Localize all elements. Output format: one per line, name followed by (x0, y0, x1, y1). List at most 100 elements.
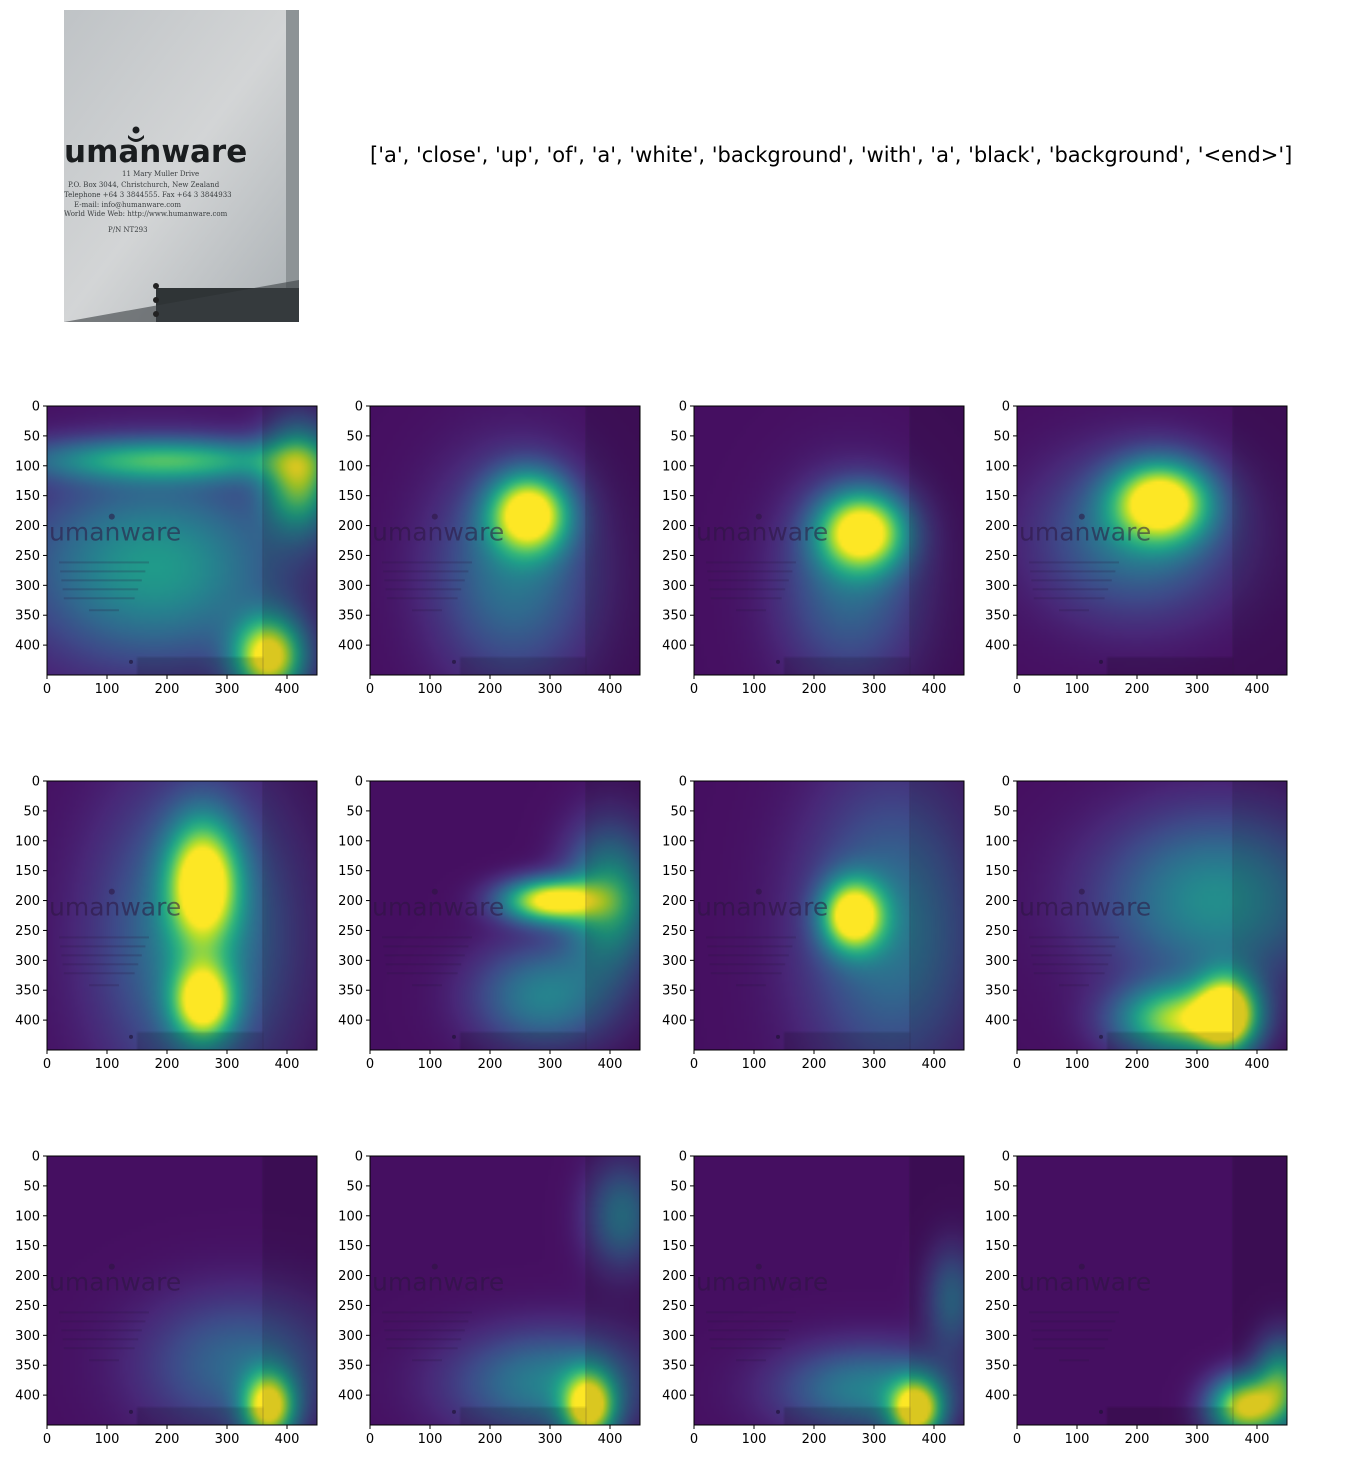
y-tick-label: 250 (338, 1299, 363, 1314)
y-tick-label: 150 (985, 489, 1010, 504)
background-text-line (412, 984, 442, 987)
background-text-line (710, 597, 782, 600)
x-tick-label: 100 (95, 1057, 120, 1072)
attention-heatmap-image (47, 1156, 317, 1425)
y-tick-label: 300 (662, 1329, 687, 1344)
background-logo-text: umanware (1019, 1268, 1151, 1297)
background-text-line (708, 1329, 789, 1332)
y-tick-label: 400 (15, 1389, 40, 1404)
background-logo-text: umanware (49, 518, 181, 547)
background-logo-text: umanware (696, 893, 828, 922)
x-tick-label: 100 (95, 1432, 120, 1447)
axes-frame (693, 780, 965, 1051)
background-text-line (710, 972, 782, 975)
y-tick-label: 100 (662, 459, 687, 474)
binding-hole (1099, 659, 1103, 664)
background-logo-mark (431, 1263, 438, 1270)
x-tick-label: 300 (215, 1432, 240, 1447)
y-tick-label: 0 (679, 1150, 687, 1165)
x-tick-label: 100 (1065, 682, 1090, 697)
y-tick-label: 300 (15, 954, 40, 969)
axes-frame (369, 780, 641, 1051)
y-tick-label: 300 (338, 954, 363, 969)
axes-frame (693, 1155, 965, 1426)
y-tick-label: 200 (662, 1269, 687, 1284)
background-logo-mark (1078, 888, 1085, 895)
binding-hole (153, 297, 159, 303)
attention-heatmap-image (694, 406, 964, 675)
y-tick-label: 400 (662, 1014, 687, 1029)
background-text-line (62, 963, 139, 966)
y-tick-label: 0 (1002, 775, 1010, 790)
x-tick-label: 100 (418, 682, 443, 697)
axes-frame (46, 780, 318, 1051)
x-tick-label: 200 (478, 1432, 503, 1447)
y-tick-label: 150 (338, 489, 363, 504)
heatmap-panel: umanware 0 100 200 300 400 0 50 100 150 200 250 300 3… (985, 1150, 1288, 1447)
x-tick-label: 0 (1013, 1057, 1021, 1072)
background-text-line (707, 945, 793, 948)
background-text-line (61, 579, 142, 582)
background-text-line (710, 1347, 782, 1350)
x-tick-label: 0 (366, 1057, 374, 1072)
y-tick-label: 150 (338, 864, 363, 879)
background-logo-text: umanware (372, 893, 504, 922)
doc-line-5: World Wide Web: http://www.humanware.com (64, 210, 228, 218)
background-text-line (383, 570, 469, 573)
y-tick-label: 200 (985, 894, 1010, 909)
y-tick-label: 400 (15, 1014, 40, 1029)
x-tick-label: 400 (598, 682, 623, 697)
x-tick-label: 400 (275, 682, 300, 697)
background-text-line (1031, 579, 1112, 582)
axes-frame (46, 1155, 318, 1426)
background-text-line (60, 570, 146, 573)
background-text-line (60, 945, 146, 948)
y-tick-label: 200 (338, 894, 363, 909)
y-tick-label: 350 (985, 609, 1010, 624)
background-text-line (709, 588, 786, 591)
background-text-line (59, 561, 149, 564)
dark-wedge (64, 280, 299, 322)
y-tick-label: 400 (662, 1389, 687, 1404)
caption-text: ['a', 'close', 'up', 'of', 'a', 'white',… (370, 143, 1293, 167)
y-tick-label: 0 (355, 775, 363, 790)
background-logo-text: umanware (1019, 518, 1151, 547)
y-tick-label: 350 (15, 984, 40, 999)
y-tick-label: 400 (15, 639, 40, 654)
background-text-line (386, 597, 458, 600)
y-tick-label: 300 (15, 1329, 40, 1344)
axes-frame (369, 1155, 641, 1426)
background-logo-mark (108, 888, 115, 895)
x-tick-label: 0 (43, 1057, 51, 1072)
y-tick-label: 150 (15, 489, 40, 504)
paper-background (64, 10, 299, 322)
x-tick-label: 100 (418, 1432, 443, 1447)
background-text-line (706, 561, 796, 564)
background-text-line (59, 936, 149, 939)
background-text-line (386, 1347, 458, 1350)
y-tick-label: 400 (662, 639, 687, 654)
y-tick-label: 150 (662, 1239, 687, 1254)
x-tick-label: 300 (1185, 1057, 1210, 1072)
background-text-line (384, 579, 465, 582)
background-text-line (385, 1338, 462, 1341)
background-text-line (63, 1347, 135, 1350)
y-tick-label: 150 (15, 864, 40, 879)
y-tick-label: 200 (338, 1269, 363, 1284)
background-text-line (61, 954, 142, 957)
background-text-line (412, 1359, 442, 1362)
background-text-line (63, 597, 135, 600)
background-text-line (1030, 945, 1116, 948)
y-tick-label: 0 (1002, 1150, 1010, 1165)
background-text-line (382, 561, 472, 564)
background-text-line (1032, 588, 1109, 591)
y-tick-label: 0 (679, 400, 687, 415)
background-text-line (709, 1338, 786, 1341)
heatmap-panel: umanware 0 100 200 300 400 0 50 100 150 200 250 300 3… (985, 775, 1288, 1072)
y-tick-label: 0 (355, 400, 363, 415)
background-logo-mark (1078, 513, 1085, 520)
x-tick-label: 200 (155, 682, 180, 697)
y-tick-label: 300 (338, 579, 363, 594)
x-tick-label: 0 (690, 1432, 698, 1447)
